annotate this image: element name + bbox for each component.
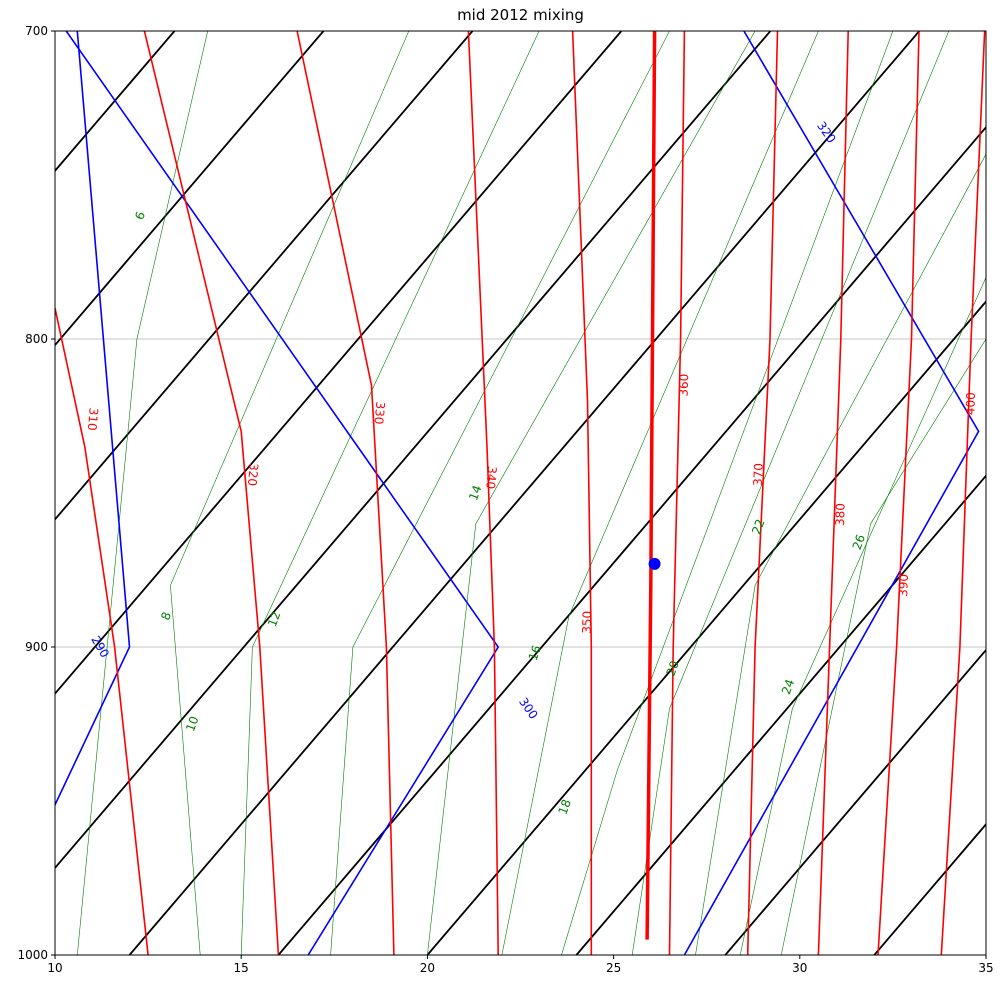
- moist-adiabat-line: [668, 31, 686, 955]
- moist-adiabat-line: [817, 31, 849, 955]
- x-tick-label: 25: [606, 961, 621, 975]
- mixing-ratio-label: 8: [158, 610, 174, 622]
- moist-adiabat-label: 370: [751, 463, 766, 486]
- dry-adiabat-label: 320: [814, 119, 839, 146]
- moist-adiabat-label: 350: [580, 611, 595, 634]
- isotherm-line: [55, 31, 474, 521]
- mixing-ratio-line: [631, 31, 950, 955]
- moist-adiabat-line: [55, 308, 149, 955]
- moist-adiabat-line: [877, 31, 920, 955]
- isotherm-line: [55, 31, 325, 347]
- y-tick-label: 700: [25, 24, 48, 38]
- mixing-ratio-label: 6: [132, 210, 148, 222]
- mixing-ratio-label: 12: [265, 610, 283, 629]
- moist-adiabat-line: [467, 31, 499, 955]
- x-tick-label: 10: [47, 961, 62, 975]
- isotherm-line: [575, 474, 986, 955]
- dry-adiabat-line: [65, 31, 500, 955]
- moist-adiabat-label: 390: [896, 574, 911, 597]
- isotherm-line: [0, 31, 26, 955]
- plot-frame: [54, 30, 987, 956]
- moist-adiabat-label: 400: [963, 392, 978, 415]
- x-tick-label: 30: [792, 961, 807, 975]
- mixing-ratio-line: [427, 31, 756, 955]
- moist-adiabat-label: 360: [676, 373, 691, 396]
- y-tick-label: 1000: [17, 948, 48, 962]
- moist-adiabat-line: [296, 31, 395, 955]
- moist-adiabat-label: 320: [245, 463, 261, 487]
- moist-adiabat-label: 340: [483, 466, 499, 490]
- mixing-ratio-label: 14: [466, 483, 484, 502]
- mixing-ratio-line: [77, 31, 208, 955]
- moist-adiabat-line: [746, 31, 779, 955]
- gridlines: [55, 338, 986, 648]
- mixing-ratio-line: [170, 31, 410, 955]
- mixing-ratio-label: 24: [779, 677, 797, 696]
- moist-adiabat-line: [143, 31, 280, 955]
- mixing-ratio-line: [739, 277, 986, 955]
- isotherm-line: [55, 31, 772, 870]
- mixing-ratio-label: 16: [526, 643, 544, 662]
- dry-adiabat-line: [55, 31, 131, 807]
- moist-adiabat-label: 380: [833, 503, 848, 526]
- isotherm-line: [426, 300, 986, 955]
- x-tick-label: 20: [420, 961, 435, 975]
- mixing-ratio-label: 26: [850, 533, 868, 552]
- isotherm-line: [128, 31, 920, 955]
- moist-adiabat-line: [940, 31, 986, 955]
- highlight-line: [645, 31, 657, 940]
- data-point: [648, 557, 661, 570]
- x-tick-label: 35: [978, 961, 993, 975]
- moist-adiabat-label: 330: [372, 401, 388, 425]
- mixing-ratio-line: [780, 338, 986, 955]
- y-tick-label: 900: [25, 640, 48, 654]
- axis-ticks: 10 15 20 25 30 35 700 800 900 1000: [17, 24, 993, 975]
- dry-adiabat-line: [683, 31, 980, 955]
- isotherm-line: [55, 31, 176, 173]
- mixing-ratio-line: [695, 154, 986, 955]
- isotherm-line: [724, 648, 986, 955]
- mixing-ratio-line: [501, 31, 819, 955]
- chart-lines: [0, 31, 986, 955]
- dry-adiabat-label: 300: [516, 695, 541, 722]
- mixing-ratio-label: 22: [749, 517, 767, 536]
- mixing-ratio-label: 10: [183, 714, 201, 733]
- mixing-ratio-line: [240, 31, 540, 955]
- isotherm-line: [55, 31, 623, 696]
- mixing-ratio-line: [330, 31, 670, 955]
- y-tick-label: 800: [25, 332, 48, 346]
- mixing-ratio-label: 18: [556, 797, 574, 816]
- mixing-ratio-label: 20: [664, 659, 682, 678]
- moist-adiabat-label: 310: [85, 407, 101, 431]
- mixing-ratio-line: [561, 31, 894, 955]
- chart-title: mid 2012 mixing: [457, 6, 584, 24]
- isotherm-line: [277, 125, 986, 955]
- moist-adiabat-line: [571, 31, 593, 955]
- isotherm-line: [873, 822, 986, 955]
- x-tick-label: 15: [234, 961, 249, 975]
